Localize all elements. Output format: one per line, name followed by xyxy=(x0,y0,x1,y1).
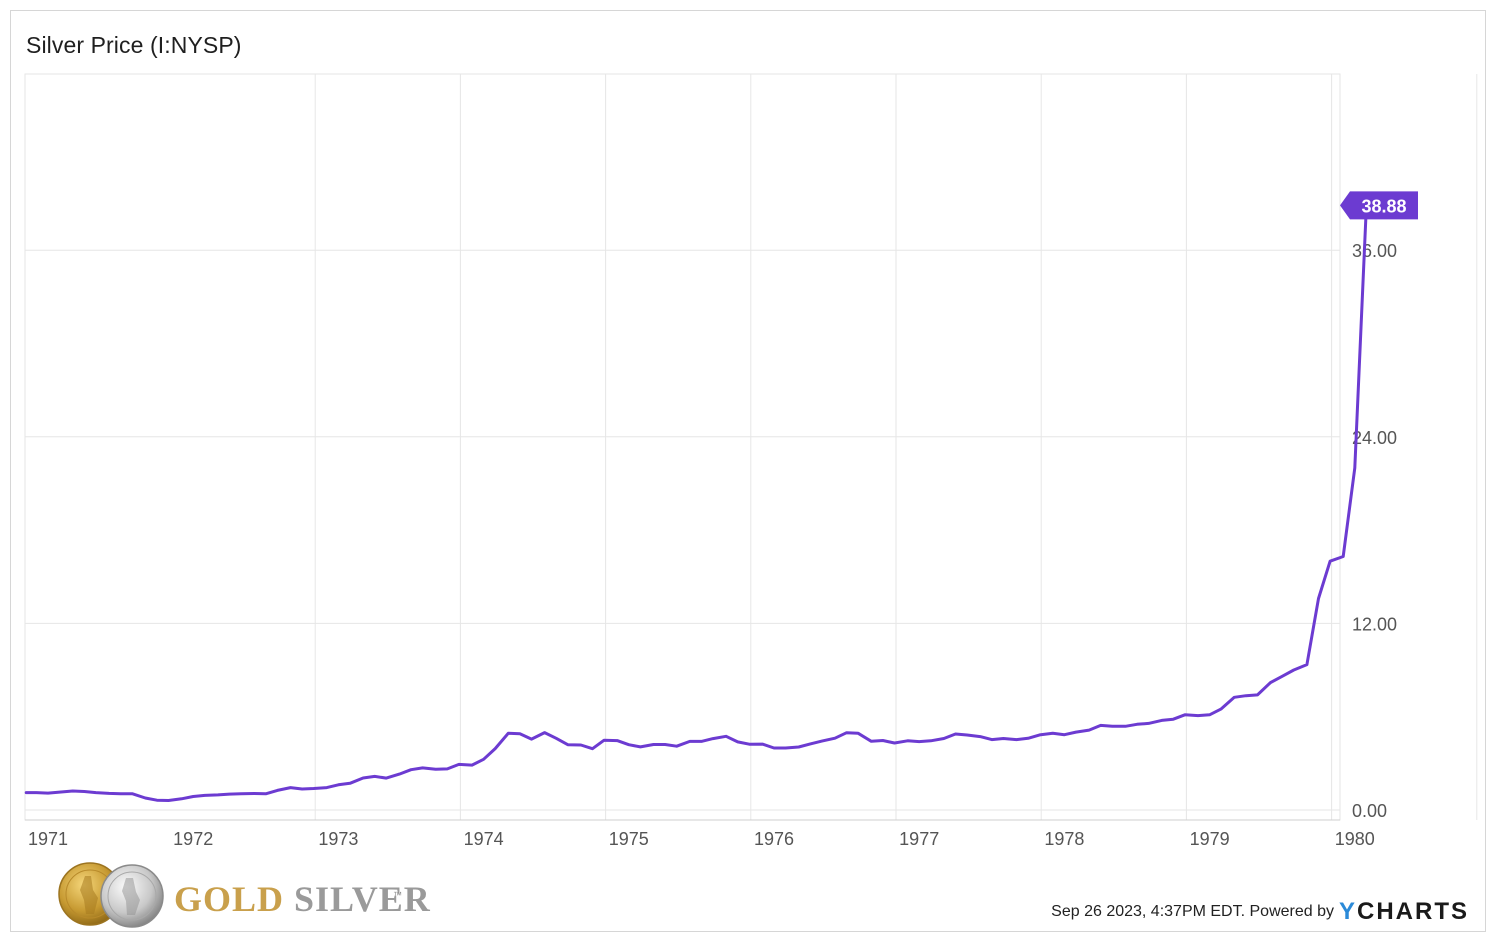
footer-timestamp: Sep 26 2023, 4:37PM EDT. Powered by xyxy=(1051,903,1334,920)
last-value-badge-shape xyxy=(1340,191,1418,220)
logo-word-silver: SILVER xyxy=(294,879,431,919)
last-value-badge: 38.88 xyxy=(1340,191,1418,220)
axes xyxy=(24,73,1341,821)
plot-area-border xyxy=(24,73,1341,821)
coins-icon xyxy=(58,862,164,928)
ycharts-logo[interactable]: YCHARTS xyxy=(1339,898,1469,926)
x-tick-label: 1974 xyxy=(464,829,504,849)
series-group xyxy=(24,203,1368,802)
x-tick-label: 1973 xyxy=(318,829,358,849)
chart-title: Silver Price (I:NYSP) xyxy=(26,32,242,58)
goldsilver-logo xyxy=(52,862,422,928)
ycharts-logo-y: Y xyxy=(1338,898,1357,925)
chart-frame xyxy=(10,10,1486,932)
y-tick-label: 12.00 xyxy=(1352,614,1397,634)
y-tick-label: 24.00 xyxy=(1352,428,1397,448)
y-tick-label: 36.00 xyxy=(1352,241,1397,261)
x-axis-tick-labels: 1971 1972 1973 1974 1975 1976 1977 1978 1979 1980 xyxy=(28,829,1375,849)
x-tick-label: 1980 xyxy=(1335,829,1375,849)
series-line xyxy=(24,203,1368,802)
x-tick-label: 1979 xyxy=(1190,829,1230,849)
logo-word-gold: GOLD xyxy=(174,879,285,919)
x-tick-label: 1978 xyxy=(1044,829,1084,849)
x-tick-label: 1972 xyxy=(173,829,213,849)
y-tick-label: 0.00 xyxy=(1352,801,1387,821)
grid-lines xyxy=(25,74,1478,820)
x-tick-label: 1971 xyxy=(28,829,68,849)
goldsilver-wordmark: GOLD SILVER xyxy=(174,878,431,920)
x-tick-label: 1975 xyxy=(609,829,649,849)
last-value-label: 38.88 xyxy=(1361,196,1406,216)
x-tick-label: 1977 xyxy=(899,829,939,849)
ycharts-logo-text: CHARTS xyxy=(1357,898,1469,925)
y-axis-tick-labels: 0.00 12.00 24.00 36.00 xyxy=(1352,241,1397,821)
logo-trademark: ™ xyxy=(393,890,402,900)
x-tick-label: 1976 xyxy=(754,829,794,849)
